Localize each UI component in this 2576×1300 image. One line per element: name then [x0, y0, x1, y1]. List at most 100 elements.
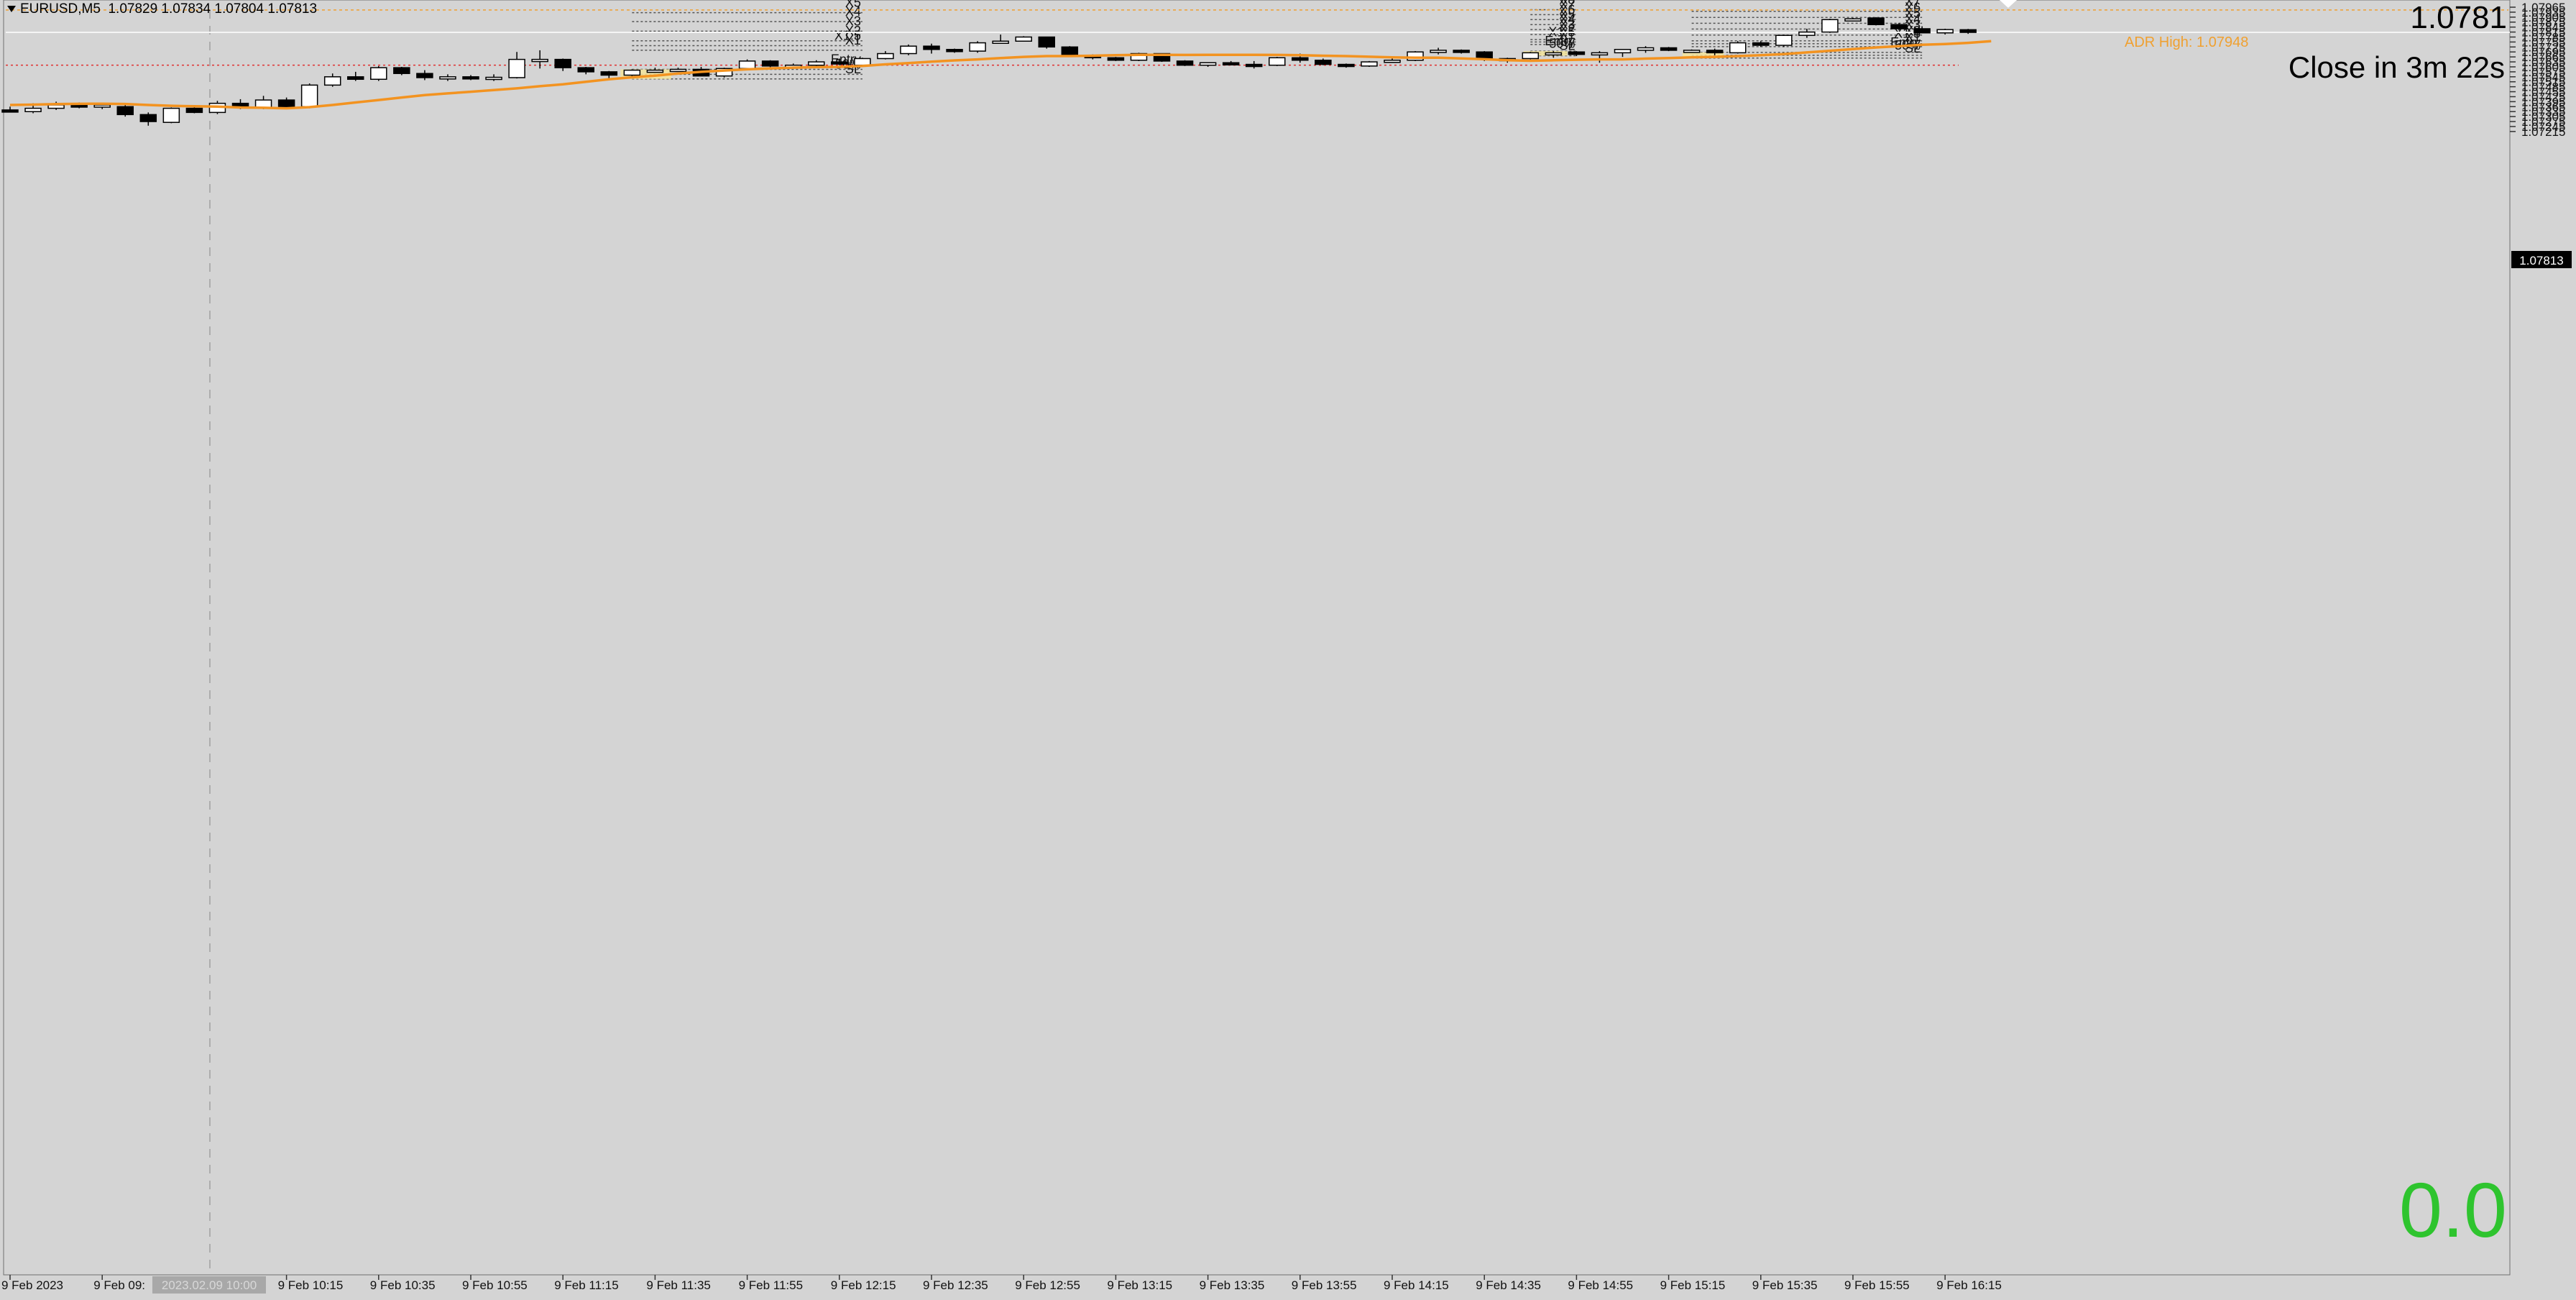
- bull-candle: [877, 52, 894, 60]
- x-tick-label: 9 Feb 12:55: [1015, 1278, 1080, 1292]
- y-tick-label: 1.07815: [2521, 26, 2565, 40]
- chart-menu-triangle-icon[interactable]: [7, 6, 16, 13]
- x-tick-label: 9 Feb 14:35: [1476, 1278, 1541, 1292]
- level-label: X7: [1559, 0, 1575, 12]
- bull-candle: [1821, 19, 1839, 33]
- bull-candle: [738, 60, 756, 70]
- x-tick-label: 9 Feb 10:35: [370, 1278, 436, 1292]
- y-tick-label: 1.07575: [2521, 65, 2565, 79]
- y-tick-label: 1.07905: [2521, 11, 2565, 24]
- bull-candle: [1729, 42, 1747, 54]
- candles: [1, 17, 1977, 126]
- bull-candle: [1522, 52, 1540, 60]
- bull-candle: [1430, 50, 1447, 53]
- level-label: X2: [1905, 24, 1920, 38]
- bull-candle: [900, 45, 917, 55]
- y-tick-label: 1.07485: [2521, 81, 2565, 94]
- bull-candle: [854, 58, 871, 66]
- bull-candle: [508, 58, 525, 78]
- y-tick-label: 1.07755: [2521, 35, 2565, 49]
- bear-candle: [1, 109, 19, 113]
- y-tick-label: 1.07725: [2521, 40, 2565, 54]
- x-tick-label: 9 Feb 11:15: [554, 1278, 618, 1292]
- time-axis[interactable]: 9 Feb 2023 9 Feb 09: 9 Feb 10:15 9 Feb 10:3…: [1, 1275, 2002, 1292]
- pips-counter: 0.0: [2398, 1166, 2507, 1253]
- y-tick-label: 1.07875: [2521, 16, 2565, 29]
- bull-candle: [531, 58, 548, 63]
- current-price-display: 1.0781: [2410, 0, 2507, 35]
- x-tick-label: 9 Feb 13:15: [1107, 1278, 1172, 1292]
- bear-candle: [1959, 29, 1977, 33]
- bear-candle: [1338, 63, 1355, 68]
- x-tick-label: 9 Feb 15:15: [1660, 1278, 1726, 1292]
- x-tick-label: 9 Feb 12:35: [923, 1278, 988, 1292]
- bear-candle: [1913, 28, 1931, 34]
- bear-candle: [1107, 57, 1125, 61]
- bull-candle: [1637, 47, 1655, 51]
- bull-candle: [1269, 57, 1286, 66]
- x-tick-label: 9 Feb 10:55: [462, 1278, 528, 1292]
- y-tick-label: 1.07305: [2521, 110, 2565, 124]
- bull-candle: [300, 84, 318, 108]
- y-tick-label: 1.07275: [2521, 115, 2565, 129]
- bull-candle: [1361, 61, 1378, 67]
- y-tick-label: 1.07635: [2521, 55, 2565, 69]
- bear-candle: [1660, 47, 1678, 51]
- y-tick-label: 1.07245: [2521, 120, 2565, 134]
- bear-candle: [1890, 24, 1908, 29]
- y-tick-label: 1.07665: [2521, 50, 2565, 64]
- bull-candle: [323, 76, 341, 86]
- y-tick-label: 1.07515: [2521, 75, 2565, 89]
- bear-candle: [462, 76, 479, 80]
- x-tick-label: 9 Feb 11:35: [646, 1278, 710, 1292]
- bear-candle: [946, 49, 963, 52]
- bear-candle: [1706, 50, 1724, 54]
- bull-candle: [254, 99, 272, 109]
- bear-candle: [554, 58, 571, 68]
- bear-candle: [70, 104, 88, 108]
- bear-candle: [347, 76, 364, 81]
- y-tick-label: 1.07425: [2521, 90, 2565, 104]
- x-tick-label: 9 Feb 15:55: [1844, 1278, 1910, 1292]
- y-tick-label: 1.07845: [2521, 21, 2565, 35]
- bear-candle: [1292, 57, 1309, 61]
- level-label: X7: [1905, 0, 1920, 9]
- bull-candle: [1614, 49, 1632, 54]
- symbol-label: EURUSD,M5: [20, 1, 101, 17]
- x-tick-label: 9 Feb 14:55: [1568, 1278, 1633, 1292]
- crosshair-time-tag: 2023.02.09 10:00: [152, 1276, 266, 1294]
- bear-candle: [1752, 42, 1770, 46]
- bear-candle: [1176, 60, 1194, 66]
- bull-candle: [1407, 51, 1424, 61]
- bull-candle: [485, 76, 502, 81]
- x-tick-label: 9 Feb 13:55: [1292, 1278, 1357, 1292]
- bear-candle: [923, 45, 940, 50]
- chart-header: EURUSD,M5 1.07829 1.07834 1.07804 1.0781…: [7, 1, 317, 17]
- bull-candle: [1775, 35, 1793, 46]
- price-axis[interactable]: 1.079651.079351.079051.078751.078451.078…: [2510, 1, 2565, 139]
- ohlc-values: 1.07829 1.07834 1.07804 1.07813: [108, 1, 318, 17]
- y-tick-label: 1.07935: [2521, 6, 2565, 19]
- bear-candle: [577, 67, 594, 73]
- bull-candle: [646, 69, 664, 73]
- bull-candle: [1844, 18, 1862, 22]
- bull-candle: [623, 69, 641, 76]
- bull-candle: [1798, 31, 1816, 36]
- chart-shift-marker-icon[interactable]: [2000, 0, 2017, 8]
- bear-candle: [277, 99, 295, 108]
- y-tick-label: 1.07395: [2521, 95, 2565, 109]
- level-label: X8: [1559, 0, 1575, 6]
- bear-candle: [761, 60, 779, 67]
- y-tick-label: 1.07545: [2521, 70, 2565, 84]
- current-price-tag: 1.07813: [2511, 251, 2572, 268]
- bear-candle: [393, 67, 410, 74]
- x-tick-label: 9 Feb 09:: [93, 1278, 145, 1292]
- bear-candle: [1245, 63, 1263, 68]
- level-label: X3: [845, 14, 861, 28]
- level-label: X6: [1905, 0, 1920, 14]
- bull-candle: [93, 104, 111, 108]
- bear-candle: [1061, 46, 1079, 56]
- level-label: X2: [845, 24, 861, 38]
- bear-candle: [1453, 50, 1470, 53]
